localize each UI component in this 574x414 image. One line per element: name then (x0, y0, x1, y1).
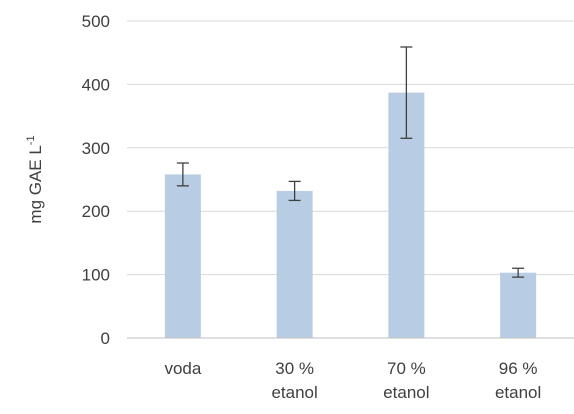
y-tick-labels: 0 100 200 300 400 500 (82, 12, 110, 348)
x-tick-label-line: 96 % (499, 359, 538, 378)
x-tick-labels: voda 30 % etanol 70 % etanol 96 % etanol (164, 359, 541, 402)
gridlines (127, 20, 574, 276)
y-tick-label: 100 (82, 266, 110, 285)
x-tick-label: voda (164, 359, 201, 378)
error-bars (176, 46, 525, 278)
x-tick-label-line: etanol (383, 383, 429, 402)
y-axis-label-superscript: -1 (25, 135, 37, 145)
bar (276, 190, 313, 338)
y-axis-label-main: mg GAE L (26, 145, 45, 223)
bar (500, 272, 537, 338)
y-tick-label: 400 (82, 75, 110, 94)
y-tick-label: 200 (82, 202, 110, 221)
bar (164, 174, 201, 338)
x-tick-label-line: 70 % (387, 359, 426, 378)
x-tick-label-line: etanol (271, 383, 317, 402)
x-tick-label-line: etanol (495, 383, 541, 402)
x-tick-label: 96 % etanol (495, 359, 541, 402)
bars (164, 92, 537, 338)
error-bar (176, 162, 189, 187)
error-bar (288, 180, 301, 202)
x-tick-label: 70 % etanol (383, 359, 429, 402)
y-tick-label: 300 (82, 139, 110, 158)
x-tick-label-line: 30 % (275, 359, 314, 378)
x-tick-label-line: voda (164, 359, 201, 378)
y-tick-label: 500 (82, 12, 110, 31)
error-bar (512, 267, 525, 278)
y-tick-label: 0 (101, 329, 110, 348)
x-tick-label: 30 % etanol (271, 359, 317, 402)
y-axis-label: mg GAE L-1 (25, 135, 45, 223)
error-bar (400, 46, 413, 139)
